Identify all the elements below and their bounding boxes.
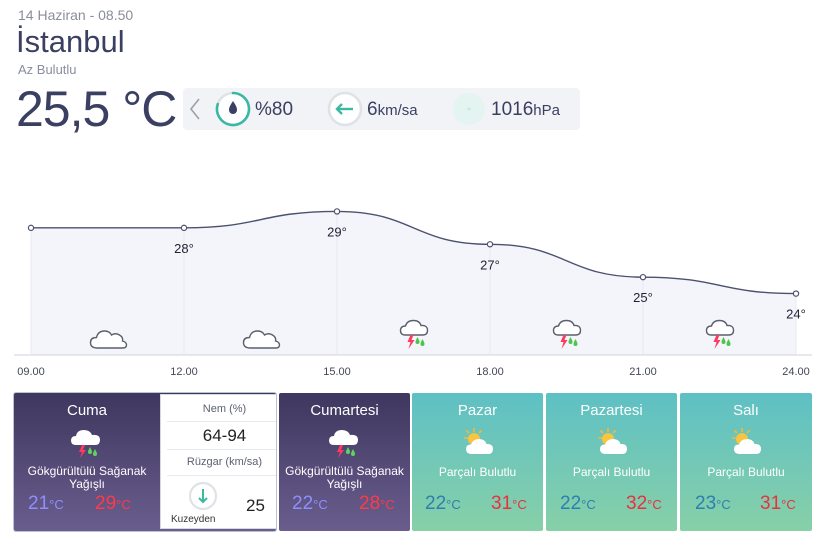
cloudy-icon xyxy=(242,330,281,349)
forecast-low-temp: 22°C xyxy=(560,493,596,514)
time-tick-label: 18.00 xyxy=(476,366,504,378)
forecast-card-day-1[interactable]: Cuma Gökgürültülü Sağanak Yağışlı 21°C 2… xyxy=(14,393,276,531)
forecast-low-temp: 21°C xyxy=(28,493,64,514)
wind-direction: Kuzeyden xyxy=(171,514,216,525)
humidity-range: 64-94 xyxy=(202,426,247,445)
time-tick-label: 12.00 xyxy=(170,366,198,378)
temperature-point xyxy=(792,290,800,297)
forecast-card-day-5[interactable]: Salı Parçalı Bulutlu 23°C 31°C xyxy=(680,393,812,531)
forecast-high-temp: 31°C xyxy=(760,493,796,514)
temperature-point xyxy=(27,224,35,232)
hourly-temperature-chart: 09.00 28° 12.00 29° 15.00 27° 18.00 25° 21.00 24°… xyxy=(14,208,812,378)
partly-cloudy-icon xyxy=(597,428,627,454)
time-tick-label: 15.00 xyxy=(323,366,351,378)
forecast-day-name: Salı xyxy=(733,402,759,419)
temperature-label: 24° xyxy=(786,307,806,322)
wind-value: 6km/sa xyxy=(367,99,418,120)
humidity-drop-icon xyxy=(215,91,251,127)
forecast-card-day-1-summary: Cuma Gökgürültülü Sağanak Yağışlı 21°C 2… xyxy=(14,393,160,531)
forecast-day-name: Cumartesi xyxy=(310,402,379,419)
temperature-line xyxy=(31,210,797,295)
temperature-label: 29° xyxy=(327,224,347,239)
thunderstorm-icon xyxy=(328,430,358,458)
temperature-label: 25° xyxy=(633,290,653,305)
temperature-point xyxy=(333,208,341,215)
temperature-label: 27° xyxy=(480,257,500,272)
city-name: İstanbul xyxy=(16,24,125,59)
forecast-card-day-4[interactable]: Pazartesi Parçalı Bulutlu 22°C 32°C xyxy=(546,393,677,531)
humidity-label: Nem (%) xyxy=(202,403,247,415)
pressure-value: 1016hPa xyxy=(491,99,560,120)
thunderstorm-icon xyxy=(552,319,582,349)
time-tick-label: 24.00 xyxy=(782,366,810,378)
forecast-description: Gökgürültülü Sağanak Yağışlı xyxy=(27,464,147,491)
forecast-card-day-3[interactable]: Pazar Parçalı Bulutlu 22°C 31°C xyxy=(412,393,543,531)
forecast-description: Parçalı Bulutlu xyxy=(707,465,785,479)
forecast-day-name: Cuma xyxy=(66,402,107,419)
pressure-icon xyxy=(453,93,485,125)
forecast-low-temp: 22°C xyxy=(292,493,328,514)
date-time: 14 Haziran - 08.50 xyxy=(18,7,134,23)
forecast-low-temp: 22°C xyxy=(425,493,461,514)
forecast-high-temp: 28°C xyxy=(359,493,395,514)
chart-area-fill xyxy=(31,211,796,355)
wind-speed: 25 xyxy=(246,496,265,515)
divider xyxy=(167,421,276,422)
divider xyxy=(167,449,276,450)
thunderstorm-icon xyxy=(71,430,100,458)
forecast-description: Parçalı Bulutlu xyxy=(572,465,651,479)
temperature-point xyxy=(639,273,647,281)
forecast-high-temp: 31°C xyxy=(491,493,527,514)
chevron-left-icon[interactable] xyxy=(188,96,202,122)
forecast-high-temp: 29°C xyxy=(95,493,131,514)
thunderstorm-icon xyxy=(399,319,429,349)
current-metrics-panel: %80 6km/sa 1016hPa xyxy=(183,88,580,130)
forecast-card-day-2[interactable]: Cumartesi Gökgürültülü Sağanak Yağışlı 2… xyxy=(279,393,410,531)
thunderstorm-icon xyxy=(705,319,735,349)
forecast-day-name: Pazar xyxy=(457,402,498,419)
wind-label: Rüzgar (km/sa) xyxy=(186,456,263,468)
forecast-description: Parçalı Bulutlu xyxy=(438,465,517,479)
partly-cloudy-icon xyxy=(732,428,761,454)
forecast-high-temp: 32°C xyxy=(626,493,662,514)
temperature-point xyxy=(180,224,188,232)
temperature-point xyxy=(486,241,494,248)
forecast-low-temp: 23°C xyxy=(695,493,731,514)
cloudy-icon xyxy=(89,330,128,349)
current-condition: Az Bulutlu xyxy=(18,62,77,77)
forecast-detail-panel: Nem (%) 64-94 Rüzgar (km/sa) Kuzeyden 25 xyxy=(160,394,276,529)
current-temperature: 25,5 °C xyxy=(16,81,177,137)
time-tick-label: 09.00 xyxy=(17,366,45,378)
forecast-day-name: Pazartesi xyxy=(580,402,643,419)
forecast-description: Gökgürültülü Sağanak Yağışlı xyxy=(285,464,404,491)
wind-direction-icon xyxy=(188,481,218,511)
partly-cloudy-icon xyxy=(463,428,493,454)
wind-arrow-icon xyxy=(327,91,363,127)
daily-forecast: Cuma Gökgürültülü Sağanak Yağışlı 21°C 2… xyxy=(14,393,812,531)
humidity-value: %80 xyxy=(255,99,294,120)
time-tick-label: 21.00 xyxy=(629,366,657,378)
temperature-label: 28° xyxy=(174,241,194,256)
divider xyxy=(167,475,276,476)
